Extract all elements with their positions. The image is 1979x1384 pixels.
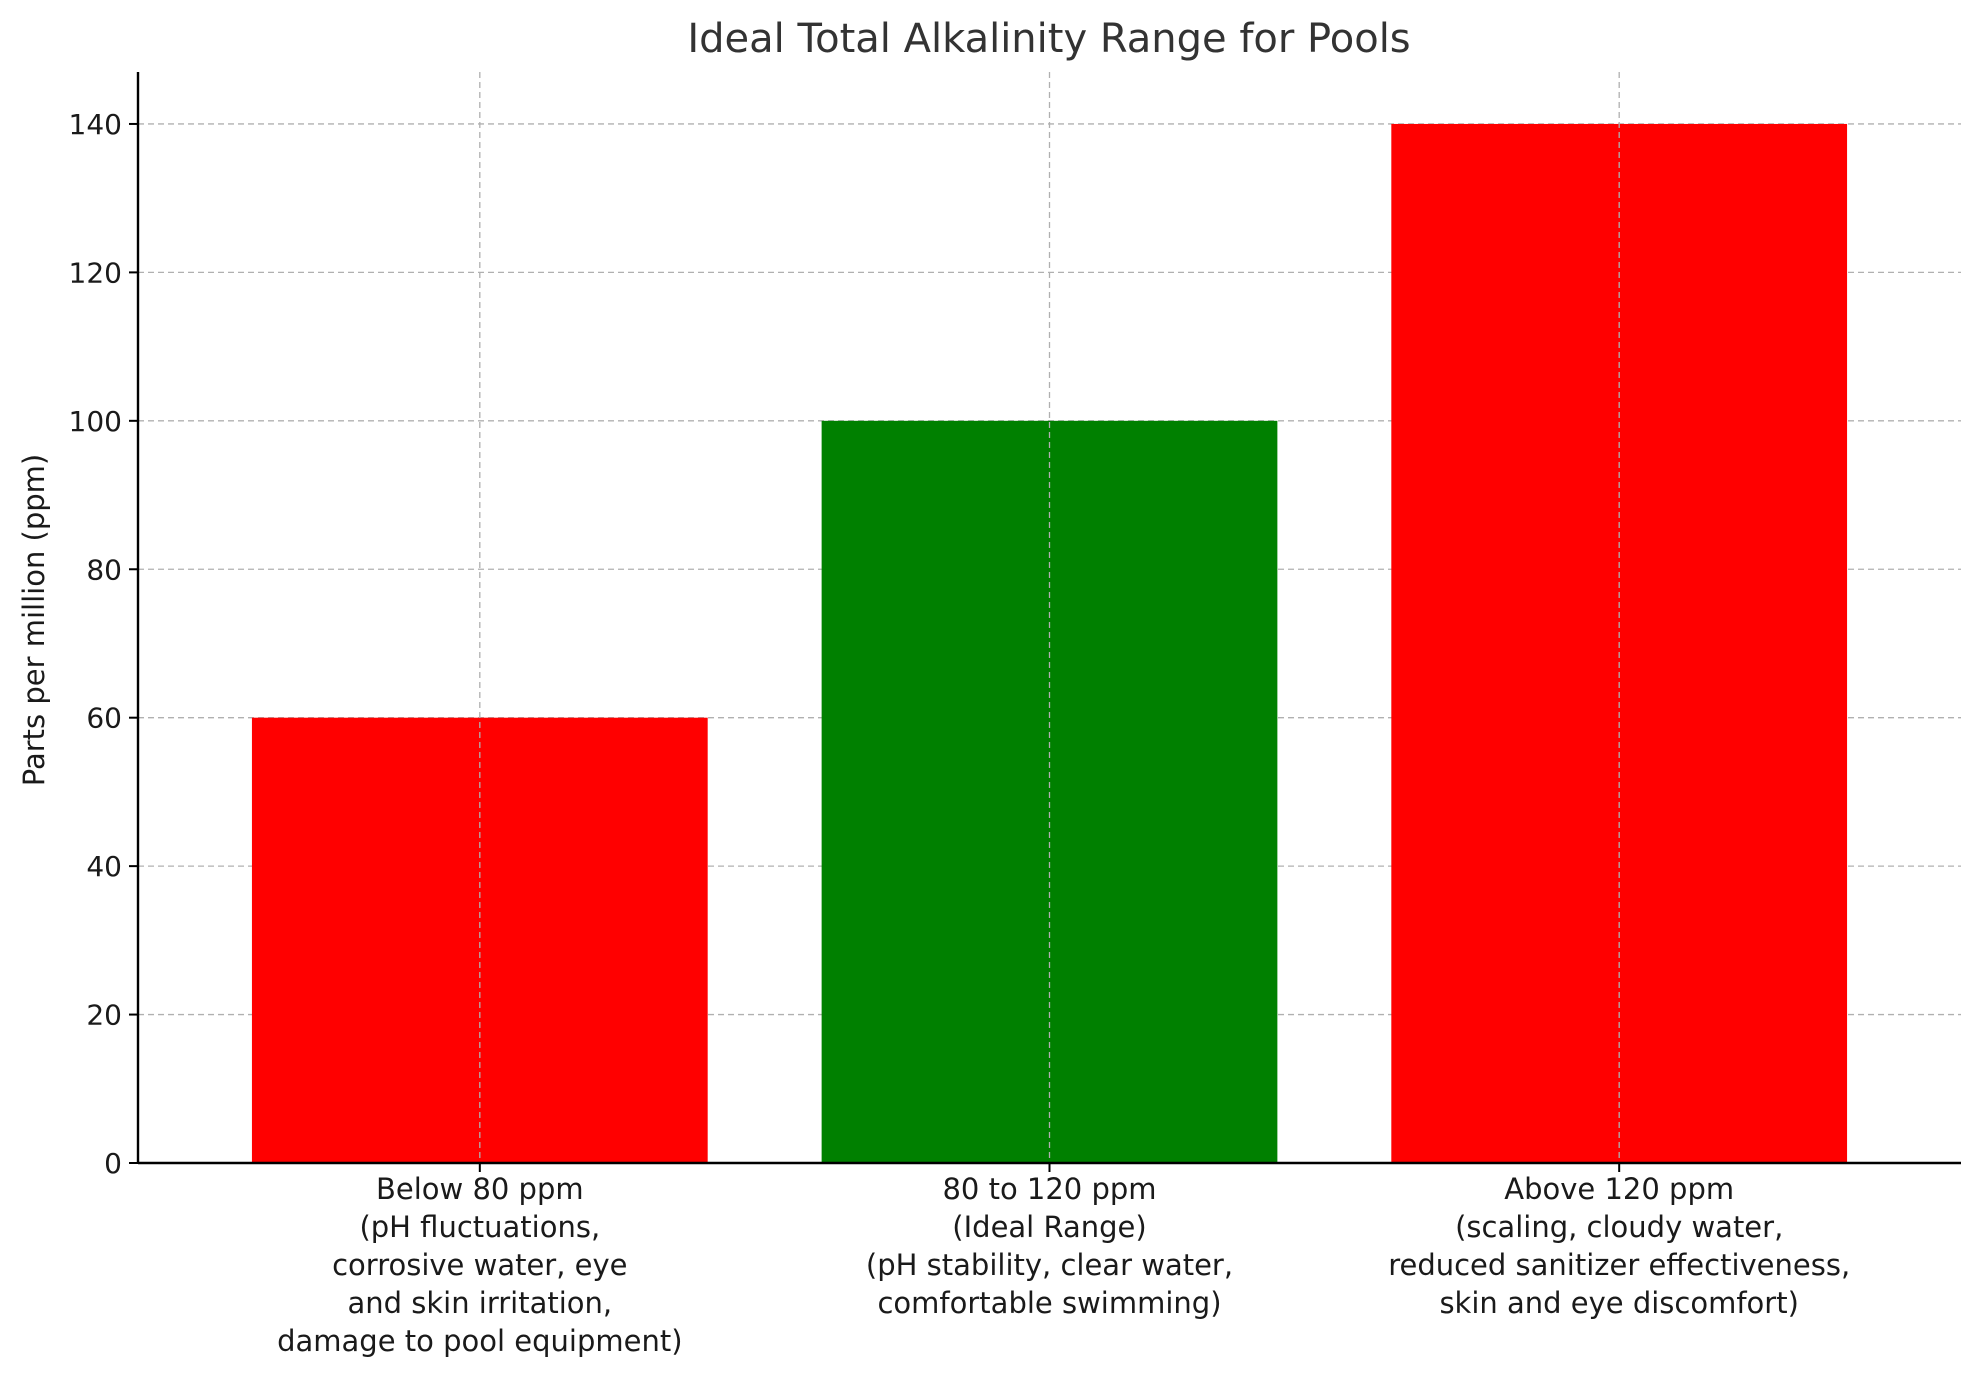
y-tick-label: 40: [86, 850, 122, 883]
x-category-label-line: (scaling, cloudy water,: [1455, 1210, 1783, 1244]
y-tick-label: 80: [86, 553, 122, 586]
x-category-label-line: (pH stability, clear water,: [866, 1248, 1233, 1282]
y-tick-label: 140: [69, 108, 122, 141]
x-category-label-line: skin and eye discomfort): [1439, 1286, 1798, 1320]
x-category-label-line: 80 to 120 ppm: [942, 1172, 1156, 1206]
vertical-grid-lines: [479, 72, 1620, 1163]
chart-title: Ideal Total Alkalinity Range for Pools: [687, 16, 1410, 62]
x-category-label: Above 120 ppm (scaling, cloudy water, redu…: [1388, 1172, 1850, 1320]
y-tick-label: 120: [69, 256, 122, 289]
x-category-label-line: (Ideal Range): [952, 1210, 1146, 1244]
bar: [251, 717, 708, 1163]
x-category-label-line: Below 80 ppm: [376, 1172, 584, 1206]
axes: [129, 72, 1961, 1172]
x-category-label-line: reduced sanitizer effectiveness,: [1388, 1248, 1850, 1282]
x-category-label: Below 80 ppm (pH fluctuations, corrosive w…: [277, 1172, 682, 1358]
x-category-label-line: and skin irritation,: [347, 1286, 612, 1320]
y-axis-label: Parts per million (ppm): [17, 454, 51, 786]
y-tick-label: 100: [69, 405, 122, 438]
x-category-label-line: damage to pool equipment): [277, 1324, 682, 1358]
y-tick-label: 20: [86, 999, 122, 1032]
x-category-label: 80 to 120 ppm (Ideal Range) (pH stability,…: [866, 1172, 1233, 1320]
y-tick-label: 0: [104, 1147, 122, 1180]
x-category-label-line: comfortable swimming): [877, 1286, 1221, 1320]
x-category-label-line: (pH fluctuations,: [359, 1210, 600, 1244]
y-tick-label: 60: [86, 702, 122, 735]
y-tick-labels: 0 20 40 60 80 100 120 140: [69, 108, 122, 1180]
x-category-labels: Below 80 ppm (pH fluctuations, corrosive w…: [277, 1172, 1850, 1358]
x-category-label-line: corrosive water, eye: [332, 1248, 627, 1282]
x-category-label-line: Above 120 ppm: [1504, 1172, 1734, 1206]
